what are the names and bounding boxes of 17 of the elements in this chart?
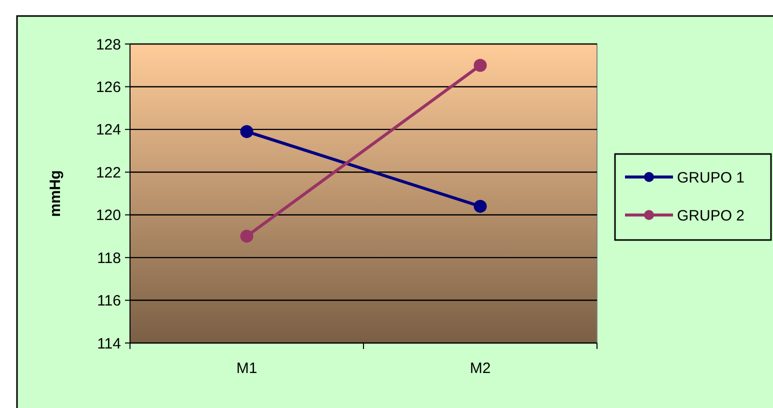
y-tick-label: 128 xyxy=(96,36,121,54)
y-tick-label: 126 xyxy=(96,78,121,96)
y-tick-label: 122 xyxy=(96,164,121,182)
y-tick-label: 118 xyxy=(97,250,121,267)
y-tick-label: 114 xyxy=(97,335,121,352)
y-tick-label: 124 xyxy=(96,122,121,139)
x-tick-label: M1 xyxy=(236,360,258,377)
x-tick-label: M2 xyxy=(470,360,491,377)
y-tick-label: 120 xyxy=(96,207,121,224)
point xyxy=(474,200,487,213)
point xyxy=(474,58,487,72)
y-axis-title: mmHg xyxy=(47,170,64,217)
legend-label: GRUPO 1 xyxy=(677,169,745,186)
point xyxy=(240,230,254,243)
y-tick-label: 116 xyxy=(97,292,121,310)
legend-label: GRUPO 2 xyxy=(677,207,745,224)
point xyxy=(240,125,254,138)
